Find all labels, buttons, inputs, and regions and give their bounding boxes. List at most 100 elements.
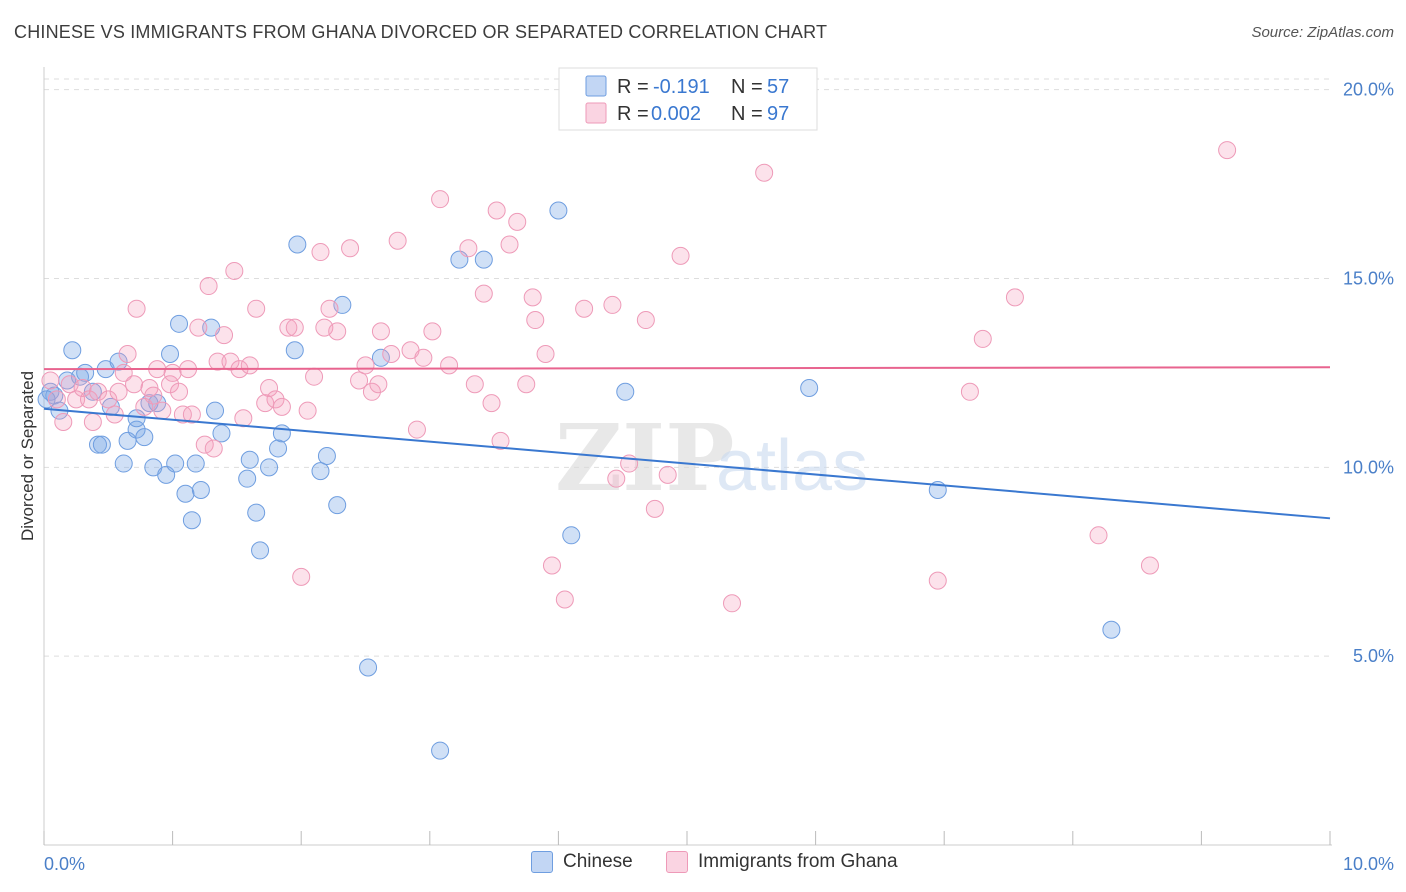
chinese-point [272,424,291,443]
legend-swatch-ghana [585,102,607,124]
chinese-point [549,201,568,220]
legend-item-ghana: Immigrants from Ghana [666,851,898,873]
trend-line-ghana [43,366,1331,371]
ghana-point [221,352,240,371]
ghana-point [285,318,304,337]
chinese-point [260,458,279,477]
ghana-point [350,371,369,390]
chinese-point [247,503,266,522]
ghana-point [671,246,690,265]
ghana-point [161,375,180,394]
chinese-point [191,480,210,499]
ghana-point [189,318,208,337]
y-tick-label: 20.0% [1343,80,1394,100]
chinese-point [371,348,390,367]
legend-swatch-ghana-bottom [666,851,688,873]
chinese-point [89,435,108,454]
ghana-point [459,239,478,258]
chinese-point [114,454,133,473]
ghana-point [47,390,66,409]
ghana-point [500,235,519,254]
ghana-point [260,379,279,398]
chinese-point [176,484,195,503]
ghana-point [723,594,742,613]
legend-r-label-chinese: R = [617,76,649,98]
ghana-point [311,243,330,262]
chinese-point [166,454,185,473]
chinese-point [182,511,201,530]
watermark-atlas: atlas [716,426,868,506]
ghana-point [298,401,317,420]
chinese-point [37,390,56,409]
ghana-point [41,371,60,390]
legend-r-label-ghana: R = [617,103,649,125]
ghana-point [208,352,227,371]
chinese-point [616,382,635,401]
ghana-point [182,405,201,424]
ghana-point [369,375,388,394]
ghana-point [266,390,285,409]
ghana-point [173,405,192,424]
ghana-point [575,299,594,318]
ghana-point [83,413,102,432]
legend-label-ghana: Immigrants from Ghana [698,851,898,872]
chinese-point [161,345,180,364]
series-ghana-points [41,141,1237,613]
ghana-point [67,390,86,409]
ghana-point [482,394,501,413]
ghana-point [536,345,555,364]
chinese-point [1102,620,1121,639]
ghana-point [118,345,137,364]
x-tick-label-max: 10.0% [1343,854,1394,874]
ghana-point [645,499,664,518]
ghana-point [362,382,381,401]
chinese-point [240,450,259,469]
legend-label-chinese: Chinese [563,851,633,872]
ghana-point [407,420,426,439]
ghana-point [144,386,163,405]
watermark: ZIP atlas [555,404,868,512]
chinese-point [135,428,154,447]
chinese-point [431,741,450,760]
series-chinese-points [37,201,1121,760]
chinese-point [311,462,330,481]
ghana-point [328,322,347,341]
ghana-point [755,163,774,182]
y-tick-label: 15.0% [1343,268,1394,288]
ghana-point [1089,526,1108,545]
ghana-point [305,367,324,386]
ghana-point [465,375,484,394]
ghana-point [388,231,407,250]
legend-n-value-ghana: 97 [767,103,789,125]
ghana-point [109,382,128,401]
y-tick-labels: 5.0% 10.0% 15.0% 20.0% [1343,80,1394,667]
trend-lines [43,366,1331,520]
ghana-point [382,345,401,364]
ghana-point [153,401,172,420]
chinese-point [474,250,493,269]
ghana-point [54,413,73,432]
ghana-point [163,363,182,382]
ghana-point [320,299,339,318]
legend-item-chinese: Chinese [531,851,633,873]
chinese-point [562,526,581,545]
ghana-point [658,465,677,484]
chinese-point [206,401,225,420]
watermark-zip: ZIP [555,404,734,512]
ghana-point [517,375,536,394]
ghana-point [542,556,561,575]
ghana-point [256,394,275,413]
ghana-point [607,469,626,488]
ghana-point [414,348,433,367]
legend-swatch-chinese-bottom [531,851,553,873]
ghana-point [423,322,442,341]
ghana-point [603,295,622,314]
chinese-point [251,541,270,560]
ghana-point [431,190,450,209]
chinese-point [63,341,82,360]
ghana-point [89,382,108,401]
y-tick-label: 10.0% [1343,457,1394,477]
ghana-point [279,318,298,337]
ghana-point [127,299,146,318]
